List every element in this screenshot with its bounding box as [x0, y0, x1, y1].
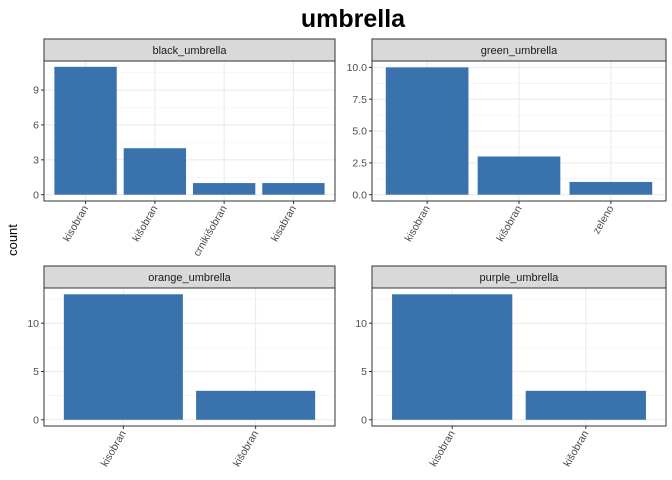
y-tick-label: 2.5 — [352, 157, 367, 169]
x-tick-label: kisobran — [99, 428, 129, 469]
y-tick-label: 5.0 — [352, 126, 367, 138]
x-tick-label: kisobran — [61, 203, 91, 244]
panel-orange_umbrella: orange_umbrella 0 5 10 kisobran kišobran — [27, 265, 336, 469]
facet-strip-label: green_umbrella — [481, 45, 558, 57]
panel-border — [371, 287, 667, 427]
y-tick-label: 5 — [361, 366, 367, 378]
panel-green_umbrella: green_umbrella 0.0 2.5 5.0 7.5 10.0 kisobran ki… — [347, 38, 667, 244]
bar-black_umbrella-1 — [123, 148, 187, 195]
y-tick-label: 10 — [27, 318, 39, 330]
x-tick-label: kisabran — [269, 203, 299, 244]
y-tick-label: 6 — [33, 120, 39, 132]
facet-strip-label: orange_umbrella — [148, 272, 231, 284]
x-tick-label: zeleno — [591, 203, 617, 236]
y-tick-label: 0 — [33, 189, 39, 201]
chart-title: umbrella — [301, 5, 406, 33]
x-tick-label: kisobran — [402, 203, 432, 244]
y-tick-label: 9 — [33, 85, 39, 97]
y-tick-label: 0 — [361, 414, 367, 426]
bar-black_umbrella-2 — [192, 183, 256, 195]
bar-purple_umbrella-1 — [525, 390, 646, 420]
y-tick-label: 0.0 — [352, 189, 367, 201]
bar-green_umbrella-0 — [385, 67, 469, 195]
x-tick-label: kišobran — [561, 428, 591, 469]
x-tick-label: kišobran — [130, 203, 160, 244]
y-tick-label: 10.0 — [347, 62, 368, 74]
panel-purple_umbrella: purple_umbrella 0 5 10 kisobran kišobran — [355, 265, 667, 469]
panel-border — [43, 60, 336, 202]
panel-border — [43, 287, 336, 427]
bar-purple_umbrella-0 — [392, 294, 513, 420]
y-tick-label: 10 — [355, 318, 367, 330]
bar-green_umbrella-1 — [477, 156, 561, 195]
x-tick-label: crnikišobran — [191, 203, 230, 258]
panel-black_umbrella: black_umbrella 0 3 6 9 kisobran kišobran crniki… — [33, 38, 336, 259]
facet-strip-label: black_umbrella — [153, 45, 228, 57]
x-tick-label: kišobran — [494, 203, 524, 244]
bar-green_umbrella-2 — [569, 181, 653, 195]
facet-panels: black_umbrella 0 3 6 9 kisobran kišobran crniki… — [27, 38, 667, 469]
y-tick-label: 7.5 — [352, 94, 367, 106]
bar-orange_umbrella-1 — [196, 390, 316, 420]
x-tick-label: kišobran — [231, 428, 261, 469]
y-tick-label: 0 — [33, 414, 39, 426]
y-axis-label: count — [5, 224, 20, 256]
bar-orange_umbrella-0 — [63, 294, 183, 420]
bar-black_umbrella-0 — [54, 66, 117, 195]
x-tick-label: kisobran — [428, 428, 458, 469]
bar-black_umbrella-3 — [262, 183, 325, 195]
y-tick-label: 3 — [33, 154, 39, 166]
facet-strip-label: purple_umbrella — [480, 272, 560, 284]
y-tick-label: 5 — [33, 366, 39, 378]
